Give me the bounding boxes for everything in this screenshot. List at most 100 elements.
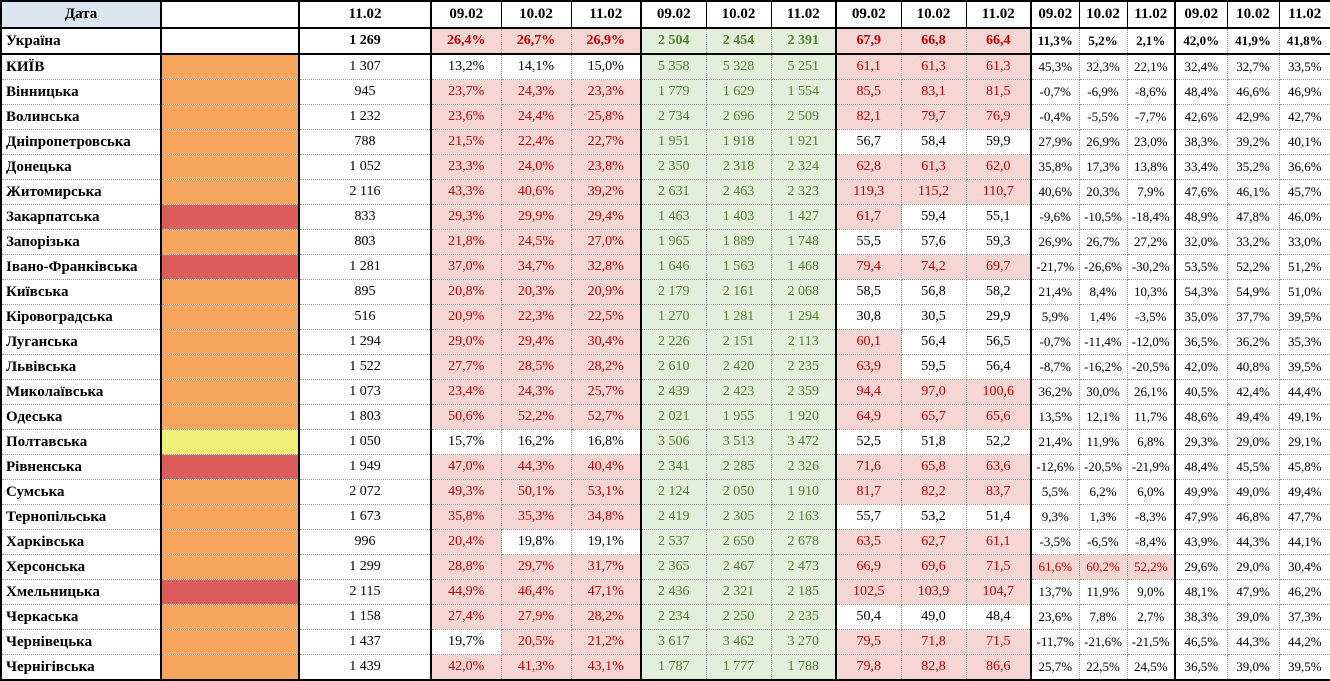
value-cell: 28,2%: [571, 604, 642, 630]
value-cell: 60,2%: [1079, 554, 1128, 580]
value-cell: 6,2%: [1079, 479, 1128, 505]
region-name-cell: Полтавська: [1, 429, 162, 455]
value-cell: 1 437: [299, 629, 432, 655]
value-cell: 27,7%: [431, 354, 502, 380]
value-cell: 2 436: [641, 579, 707, 605]
value-cell: 59,4: [901, 204, 967, 230]
value-cell: 58,2: [966, 279, 1032, 305]
value-cell: 26,7%: [501, 28, 572, 55]
value-cell: 6,8%: [1127, 429, 1176, 455]
value-cell: -8,4%: [1127, 529, 1176, 555]
value-cell: 23,7%: [431, 79, 502, 105]
color-swatch: [161, 154, 300, 180]
color-swatch: [161, 79, 300, 105]
value-cell: 54,3%: [1175, 279, 1228, 305]
color-swatch: [161, 504, 300, 530]
value-cell: 41,3%: [501, 654, 572, 681]
value-cell: 1 052: [299, 154, 432, 180]
value-cell: 1 294: [299, 329, 432, 355]
value-cell: 2 420: [706, 354, 772, 380]
value-cell: 37,7%: [1227, 304, 1280, 330]
value-cell: 2 678: [771, 529, 837, 555]
value-cell: 2 072: [299, 479, 432, 505]
value-cell: 42,7%: [1279, 104, 1330, 130]
value-cell: 52,2%: [501, 404, 572, 430]
region-name-cell: Донецька: [1, 154, 162, 180]
table-row: Миколаївська 1 073 23,4% 24,3% 25,7% 2 439 2 4…: [1, 379, 1330, 405]
value-cell: 1 777: [706, 654, 772, 681]
value-cell: 1 299: [299, 554, 432, 580]
value-cell: 61,3: [901, 154, 967, 180]
value-cell: 30,4%: [571, 329, 642, 355]
column-header-group-date: 09.02: [1031, 1, 1080, 29]
value-cell: 39,0%: [1227, 654, 1280, 681]
value-cell: 10,3%: [1127, 279, 1176, 305]
value-cell: 2 050: [706, 479, 772, 505]
value-cell: 2 116: [299, 179, 432, 205]
value-cell: 79,4: [836, 254, 902, 280]
value-cell: 24,3%: [501, 79, 572, 105]
value-cell: 2 151: [706, 329, 772, 355]
value-cell: 25,8%: [571, 104, 642, 130]
value-cell: 44,4%: [1279, 379, 1330, 405]
value-cell: -6,9%: [1079, 79, 1128, 105]
value-cell: 33,0%: [1279, 229, 1330, 255]
value-cell: 25,7%: [571, 379, 642, 405]
value-cell: -11,4%: [1079, 329, 1128, 355]
value-cell: 39,2%: [571, 179, 642, 205]
value-cell: 2 419: [641, 504, 707, 530]
column-header-swatch-blank: [161, 1, 300, 29]
value-cell: 26,9%: [1079, 129, 1128, 155]
value-cell: 30,4%: [1279, 554, 1330, 580]
value-cell: 5,9%: [1031, 304, 1080, 330]
value-cell: 47,9%: [1175, 504, 1228, 530]
value-cell: 11,7%: [1127, 404, 1176, 430]
value-cell: 9,0%: [1127, 579, 1176, 605]
value-cell: 23,3%: [431, 154, 502, 180]
value-cell: -0,7%: [1031, 79, 1080, 105]
value-cell: 65,8: [901, 454, 967, 480]
value-cell: 21,2%: [571, 629, 642, 655]
value-cell: 46,5%: [1175, 629, 1228, 655]
value-cell: -26,6%: [1079, 254, 1128, 280]
value-cell: 27,0%: [571, 229, 642, 255]
value-cell: 49,3%: [431, 479, 502, 505]
value-cell: 1 646: [641, 254, 707, 280]
value-cell: 42,6%: [1175, 104, 1228, 130]
value-cell: 2 324: [771, 154, 837, 180]
value-cell: 57,6: [901, 229, 967, 255]
value-cell: 1 158: [299, 604, 432, 630]
value-cell: 45,5%: [1227, 454, 1280, 480]
table-row: Запорізька 803 21,8% 24,5% 27,0% 1 965 1 889 1 …: [1, 229, 1330, 255]
value-cell: 803: [299, 229, 432, 255]
value-cell: 36,5%: [1175, 329, 1228, 355]
color-swatch: [161, 479, 300, 505]
value-cell: 22,3%: [501, 304, 572, 330]
value-cell: 2 439: [641, 379, 707, 405]
value-cell: 71,5: [966, 629, 1032, 655]
value-cell: 5,2%: [1079, 28, 1128, 55]
column-header-group-date: 10.02: [1079, 1, 1128, 29]
value-cell: 62,8: [836, 154, 902, 180]
value-cell: 833: [299, 204, 432, 230]
value-cell: 2 323: [771, 179, 837, 205]
table-row: Вінницька 945 23,7% 24,3% 23,3% 1 779 1 629 1 5…: [1, 79, 1330, 105]
value-cell: 59,5: [901, 354, 967, 380]
region-name-cell: Житомирська: [1, 179, 162, 205]
value-cell: 2 359: [771, 379, 837, 405]
value-cell: 2 185: [771, 579, 837, 605]
value-cell: -10,5%: [1079, 204, 1128, 230]
value-cell: 2 285: [706, 454, 772, 480]
value-cell: 69,6: [901, 554, 967, 580]
value-cell: 56,8: [901, 279, 967, 305]
value-cell: 74,2: [901, 254, 967, 280]
value-cell: 2 650: [706, 529, 772, 555]
value-cell: 51,0%: [1279, 279, 1330, 305]
value-cell: 22,4%: [501, 129, 572, 155]
value-cell: 102,5: [836, 579, 902, 605]
value-cell: 2 423: [706, 379, 772, 405]
value-cell: 64,9: [836, 404, 902, 430]
value-cell: 47,1%: [571, 579, 642, 605]
value-cell: 58,4: [901, 129, 967, 155]
value-cell: 83,7: [966, 479, 1032, 505]
